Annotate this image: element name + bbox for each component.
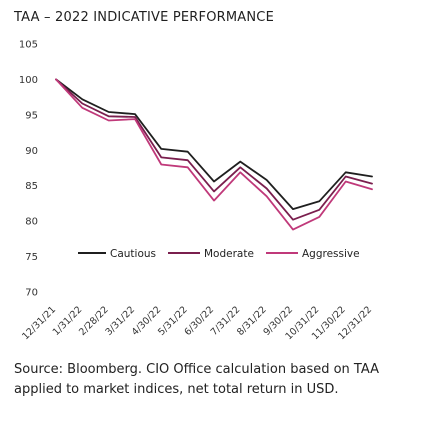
- y-tick-label: 80: [25, 217, 38, 228]
- legend-label: Moderate: [204, 248, 254, 260]
- x-tick-label: 12/31/21: [20, 304, 58, 342]
- legend-item-aggressive: Aggressive: [266, 248, 360, 260]
- performance-line-chart: 10510095908580757012/31/211/31/222/28/22…: [19, 40, 374, 343]
- series-line-aggressive: [55, 78, 373, 231]
- series-line-moderate: [55, 78, 373, 221]
- y-tick-label: 75: [25, 252, 38, 263]
- source-note: Source: Bloomberg. CIO Office calculatio…: [14, 362, 380, 397]
- series-line-cautious: [55, 78, 373, 211]
- y-tick-label: 85: [25, 181, 38, 192]
- legend-label: Cautious: [110, 248, 156, 260]
- y-tick-label: 90: [25, 146, 38, 157]
- chart-title: TAA – 2022 INDICATIVE PERFORMANCE: [14, 10, 274, 25]
- legend-label: Aggressive: [302, 248, 360, 260]
- y-tick-label: 100: [19, 75, 38, 86]
- y-tick-label: 70: [25, 288, 38, 299]
- legend-item-cautious: Cautious: [78, 248, 156, 260]
- y-tick-label: 105: [19, 40, 38, 51]
- legend-item-moderate: Moderate: [168, 248, 254, 260]
- y-tick-label: 95: [25, 110, 38, 121]
